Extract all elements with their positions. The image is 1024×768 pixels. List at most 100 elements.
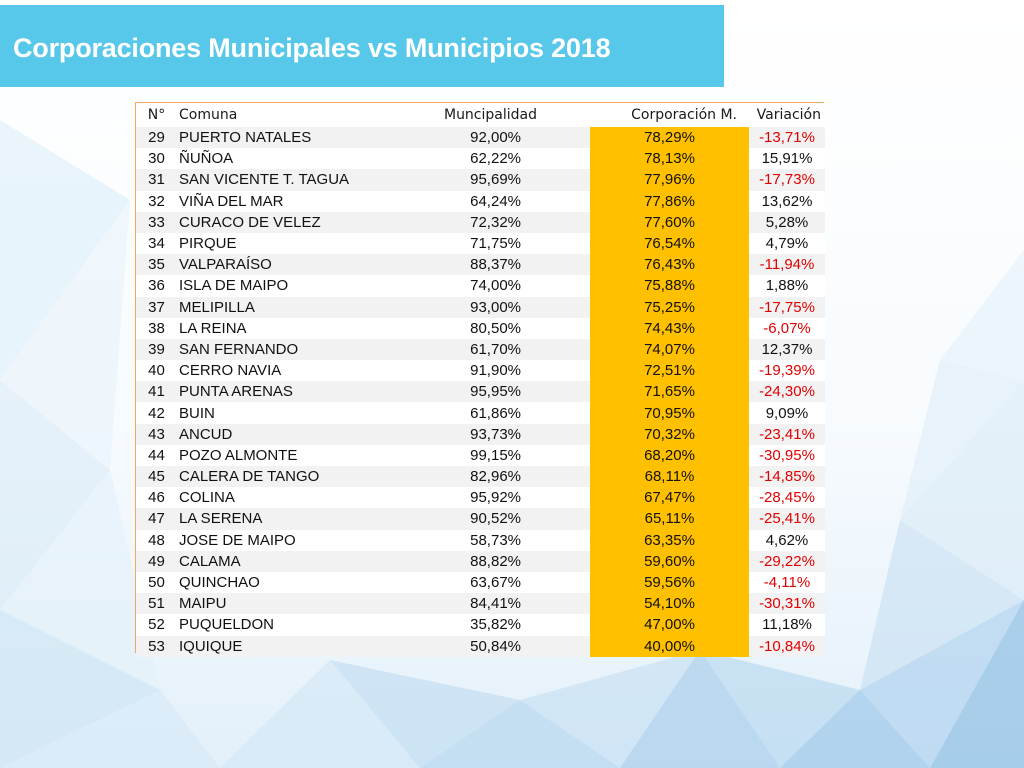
title-banner: Corporaciones Municipales vs Municipios … xyxy=(0,5,724,87)
row-municipalidad: 61,70% xyxy=(384,338,590,361)
table-row: 46 COLINA 95,92% 67,47% -28,45% xyxy=(136,487,825,509)
row-comuna: IQUIQUE xyxy=(177,635,384,657)
row-variacion: -30,31% xyxy=(749,593,825,615)
table-row: 29 PUERTO NATALES 92,00% 78,29% -13,71% xyxy=(136,127,825,149)
row-corporacion: 65,11% xyxy=(590,508,749,530)
comparison-table: N° Comuna Muncipalidad Corporación M. Va… xyxy=(136,103,825,657)
row-number: 47 xyxy=(136,508,177,530)
row-comuna: JOSE DE MAIPO xyxy=(177,529,384,551)
row-municipalidad: 71,75% xyxy=(384,232,590,255)
row-number: 43 xyxy=(136,423,177,445)
row-municipalidad: 80,50% xyxy=(384,317,590,339)
row-number: 38 xyxy=(136,317,177,339)
table-row: 30 ÑUÑOA 62,22% 78,13% 15,91% xyxy=(136,148,825,170)
row-variacion: -4,11% xyxy=(749,571,825,594)
row-comuna: PUERTO NATALES xyxy=(177,127,384,149)
row-variacion: 4,79% xyxy=(749,232,825,255)
table-row: 44 POZO ALMONTE 99,15% 68,20% -30,95% xyxy=(136,444,825,466)
row-number: 50 xyxy=(136,571,177,594)
row-corporacion: 78,29% xyxy=(590,127,749,149)
row-municipalidad: 50,84% xyxy=(384,635,590,657)
table-header-row: N° Comuna Muncipalidad Corporación M. Va… xyxy=(136,103,825,127)
row-corporacion: 59,60% xyxy=(590,550,749,572)
row-variacion: -14,85% xyxy=(749,466,825,488)
row-variacion: 4,62% xyxy=(749,529,825,551)
table-body: 29 PUERTO NATALES 92,00% 78,29% -13,71% 30 ÑUÑ… xyxy=(136,127,825,657)
row-variacion: -29,22% xyxy=(749,550,825,572)
row-comuna: LA SERENA xyxy=(177,508,384,530)
table-row: 45 CALERA DE TANGO 82,96% 68,11% -14,85% xyxy=(136,466,825,488)
row-number: 48 xyxy=(136,529,177,551)
table-row: 53 IQUIQUE 50,84% 40,00% -10,84% xyxy=(136,635,825,657)
row-corporacion: 75,25% xyxy=(590,296,749,318)
row-municipalidad: 95,95% xyxy=(384,381,590,403)
row-number: 41 xyxy=(136,381,177,403)
row-corporacion: 47,00% xyxy=(590,614,749,636)
row-number: 31 xyxy=(136,169,177,191)
row-number: 34 xyxy=(136,232,177,255)
row-variacion: -30,95% xyxy=(749,444,825,466)
row-municipalidad: 72,32% xyxy=(384,211,590,233)
table-row: 48 JOSE DE MAIPO 58,73% 63,35% 4,62% xyxy=(136,529,825,551)
row-corporacion: 59,56% xyxy=(590,571,749,594)
header-municipalidad: Muncipalidad xyxy=(384,103,590,127)
table-row: 51 MAIPU 84,41% 54,10% -30,31% xyxy=(136,593,825,615)
row-number: 39 xyxy=(136,338,177,361)
row-municipalidad: 58,73% xyxy=(384,529,590,551)
header-number: N° xyxy=(136,103,177,127)
row-comuna: CALAMA xyxy=(177,550,384,572)
row-number: 37 xyxy=(136,296,177,318)
row-variacion: 11,18% xyxy=(749,614,825,636)
row-number: 53 xyxy=(136,635,177,657)
row-corporacion: 78,13% xyxy=(590,148,749,170)
row-variacion: -28,45% xyxy=(749,487,825,509)
row-comuna: QUINCHAO xyxy=(177,571,384,594)
row-comuna: CALERA DE TANGO xyxy=(177,466,384,488)
row-corporacion: 77,86% xyxy=(590,190,749,212)
row-municipalidad: 91,90% xyxy=(384,360,590,382)
row-corporacion: 77,60% xyxy=(590,211,749,233)
row-corporacion: 77,96% xyxy=(590,169,749,191)
row-comuna: ANCUD xyxy=(177,423,384,445)
header-corporacion: Corporación M. xyxy=(590,103,749,127)
row-comuna: MAIPU xyxy=(177,593,384,615)
table-row: 32 VIÑA DEL MAR 64,24% 77,86% 13,62% xyxy=(136,190,825,212)
row-comuna: VIÑA DEL MAR xyxy=(177,190,384,212)
row-corporacion: 76,43% xyxy=(590,254,749,276)
row-variacion: -23,41% xyxy=(749,423,825,445)
row-variacion: -19,39% xyxy=(749,360,825,382)
row-number: 46 xyxy=(136,487,177,509)
row-municipalidad: 90,52% xyxy=(384,508,590,530)
row-municipalidad: 62,22% xyxy=(384,148,590,170)
header-comuna: Comuna xyxy=(177,103,384,127)
row-variacion: -17,75% xyxy=(749,296,825,318)
row-variacion: 12,37% xyxy=(749,338,825,361)
comparison-table-container: N° Comuna Muncipalidad Corporación M. Va… xyxy=(135,102,825,657)
row-corporacion: 63,35% xyxy=(590,529,749,551)
row-number: 32 xyxy=(136,190,177,212)
row-variacion: -25,41% xyxy=(749,508,825,530)
row-number: 49 xyxy=(136,550,177,572)
row-comuna: LA REINA xyxy=(177,317,384,339)
row-comuna: ÑUÑOA xyxy=(177,148,384,170)
table-row: 37 MELIPILLA 93,00% 75,25% -17,75% xyxy=(136,296,825,318)
row-corporacion: 68,20% xyxy=(590,444,749,466)
row-number: 52 xyxy=(136,614,177,636)
row-municipalidad: 35,82% xyxy=(384,614,590,636)
table-row: 36 ISLA DE MAIPO 74,00% 75,88% 1,88% xyxy=(136,275,825,297)
row-variacion: -13,71% xyxy=(749,127,825,149)
table-row: 34 PIRQUE 71,75% 76,54% 4,79% xyxy=(136,232,825,255)
row-comuna: CERRO NAVIA xyxy=(177,360,384,382)
row-number: 35 xyxy=(136,254,177,276)
row-number: 33 xyxy=(136,211,177,233)
row-corporacion: 67,47% xyxy=(590,487,749,509)
row-number: 51 xyxy=(136,593,177,615)
table-row: 50 QUINCHAO 63,67% 59,56% -4,11% xyxy=(136,571,825,594)
row-number: 45 xyxy=(136,466,177,488)
table-row: 39 SAN FERNANDO 61,70% 74,07% 12,37% xyxy=(136,338,825,361)
row-comuna: BUIN xyxy=(177,402,384,424)
row-municipalidad: 95,69% xyxy=(384,169,590,191)
row-number: 30 xyxy=(136,148,177,170)
table-row: 33 CURACO DE VELEZ 72,32% 77,60% 5,28% xyxy=(136,211,825,233)
row-comuna: MELIPILLA xyxy=(177,296,384,318)
